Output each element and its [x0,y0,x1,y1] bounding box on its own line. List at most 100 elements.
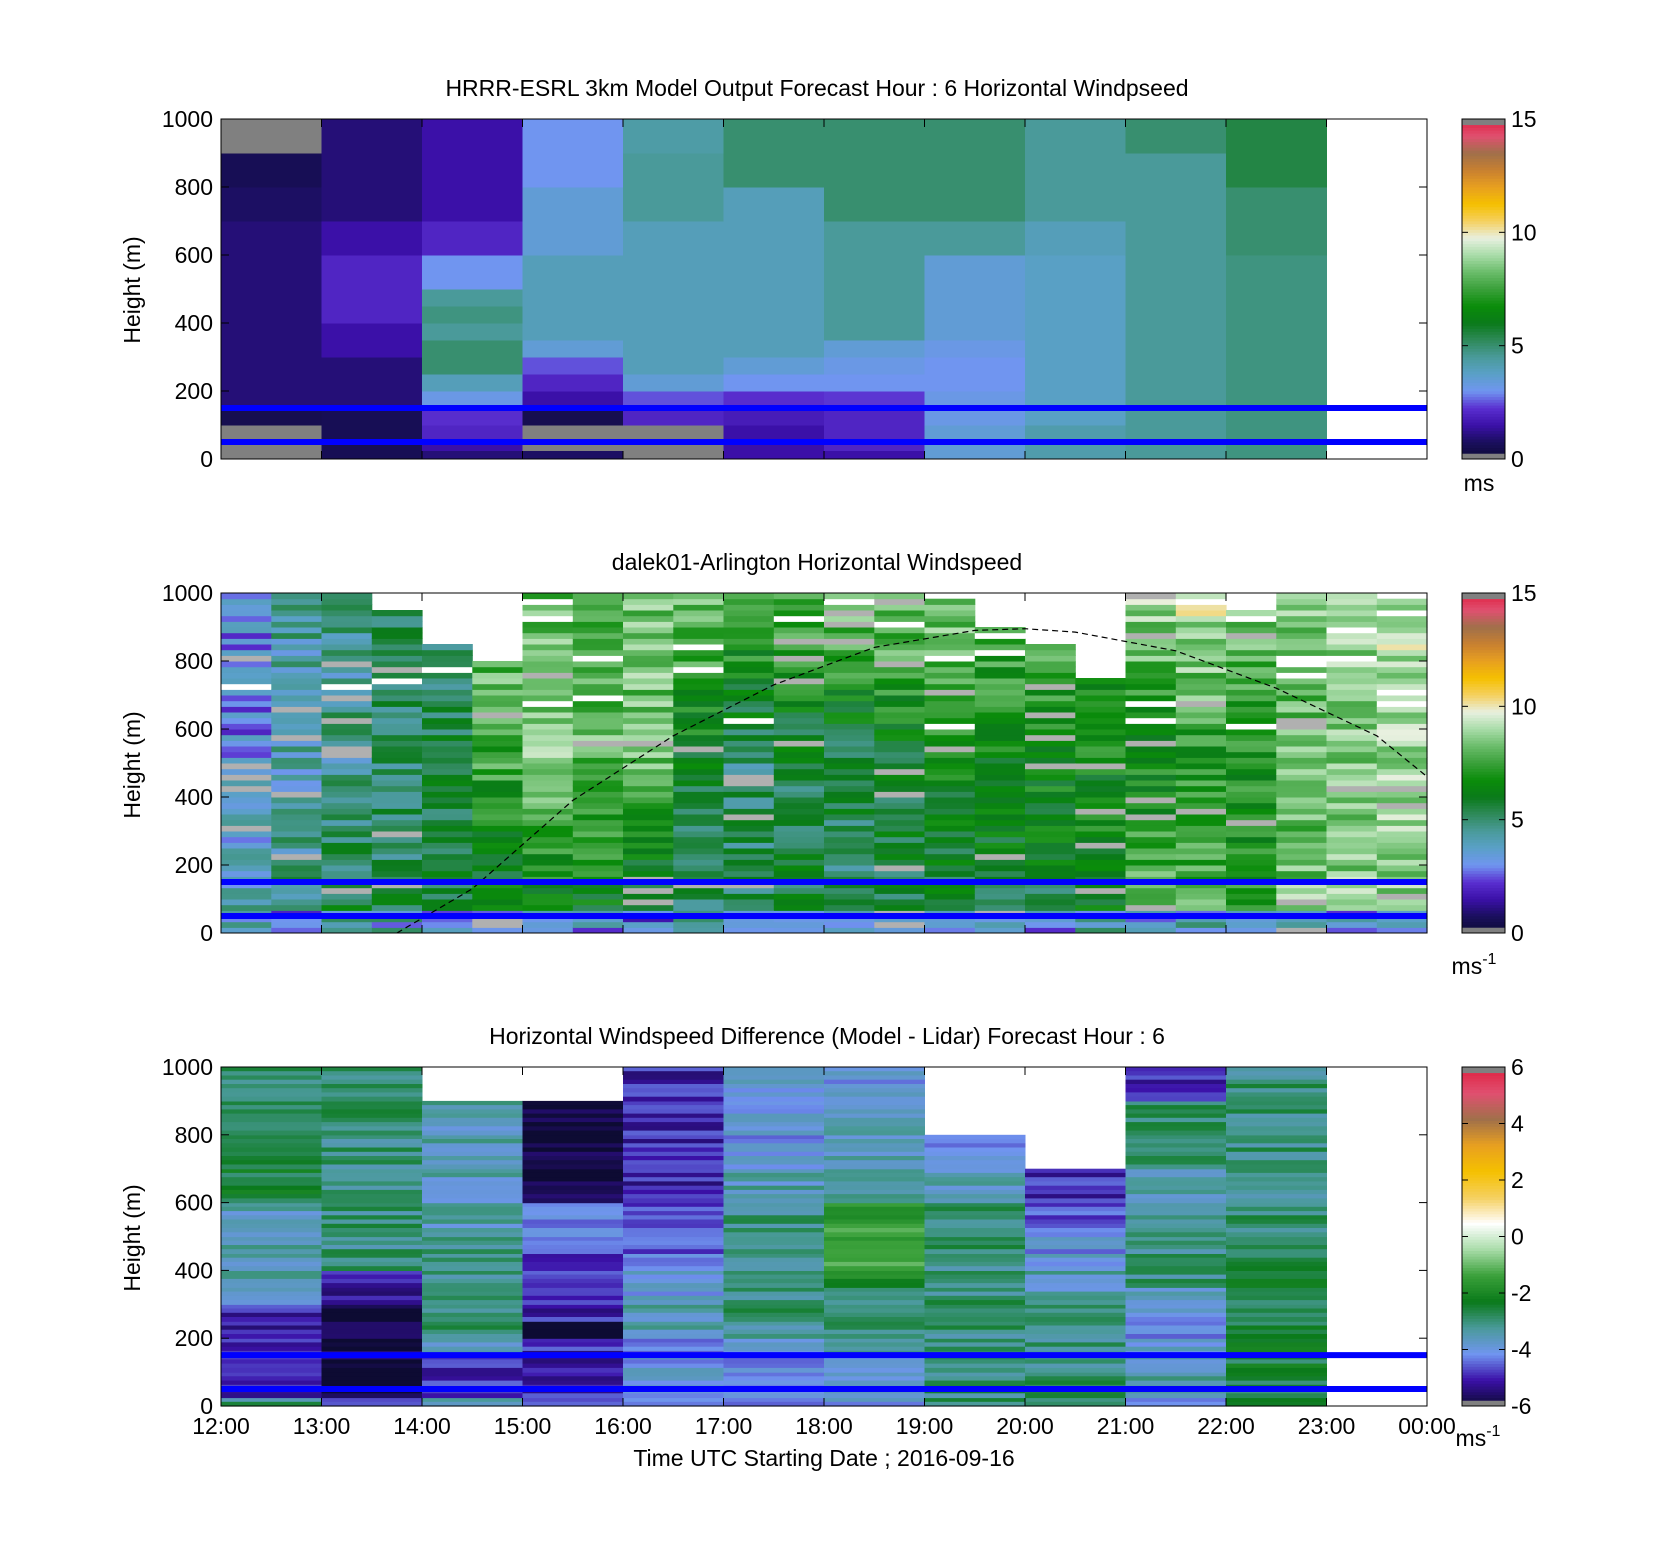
heatmap-cell [1025,1181,1126,1187]
heatmap-cell [221,1189,322,1195]
heatmap-cell [723,1274,825,1280]
heatmap-cell [1025,1308,1126,1314]
heatmap-cell [221,1266,322,1271]
colorbar-segment [1462,201,1505,205]
heatmap-cell [623,374,724,392]
heatmap-cell [522,712,574,719]
heatmap-cell [723,1139,825,1144]
heatmap-cell [673,848,725,855]
heatmap-cell [1125,1245,1227,1250]
heatmap-cell [422,1151,523,1157]
heatmap-cell [924,1274,1026,1280]
heatmap-cell [1226,921,1277,928]
heatmap-cell [723,814,775,821]
colorbar-segment [1462,1295,1505,1300]
y-tick-label: 200 [175,852,213,878]
heatmap-cell [723,1117,825,1123]
heatmap-cell [623,700,674,707]
heatmap-cell [1376,825,1428,832]
colorbar-segment [1462,1338,1505,1342]
heatmap-cell [1326,819,1378,826]
heatmap-cell [623,632,674,639]
heatmap-cell [723,615,775,622]
heatmap-cell [1376,678,1428,685]
colorbar-tick-label: 2 [1511,1167,1524,1193]
heatmap-cell [673,808,725,815]
heatmap-cell [522,632,574,639]
colorbar-segment [1462,442,1505,446]
heatmap-cell [924,627,976,634]
heatmap-cell [1276,672,1328,679]
heatmap-cell [522,904,574,911]
heatmap-cell [874,785,926,792]
heatmap-cell [824,1143,925,1149]
heatmap-cell [221,442,322,451]
heatmap-cell [371,712,423,719]
heatmap-cell [1326,717,1378,724]
heatmap-cell [824,644,875,651]
heatmap-cell [924,870,976,877]
heatmap-cell [1025,678,1076,685]
colorbar-segment [1462,1202,1505,1206]
heatmap-cell [1125,153,1227,188]
heatmap-cell [321,814,373,821]
heatmap-cell [773,825,825,832]
heatmap-cell [623,870,674,877]
heatmap-cell [1226,1232,1327,1238]
heatmap-cell [1125,712,1177,719]
heatmap-cell [673,882,725,889]
heatmap-cell [321,632,373,639]
heatmap-cell [572,678,624,685]
heatmap-cell [974,819,1026,826]
heatmap-cell [623,808,674,815]
heatmap-cell [924,357,1026,375]
heatmap-cell [321,1240,423,1246]
heatmap-cells [221,593,1428,934]
colorbar-segment [1462,1307,1505,1311]
heatmap-cell [874,598,926,605]
heatmap-cell [1226,865,1277,872]
heatmap-cell [422,425,523,443]
colorbar-segment [1462,385,1505,389]
heatmap-cell [1125,1067,1227,1072]
heatmap-cell [572,615,624,622]
heatmap-cell [221,357,322,375]
heatmap-cell [1226,1215,1327,1221]
heatmap-cell [1276,627,1328,634]
heatmap-cell [924,825,976,832]
heatmap-cell [321,1329,423,1335]
colorbar-tick-label: 10 [1511,219,1537,245]
heatmap-cell [1125,1278,1227,1284]
heatmap-cell [924,1147,1026,1153]
heatmap-cell [1025,1283,1126,1288]
heatmap-cell [422,1261,523,1267]
heatmap-cell [723,1240,825,1246]
heatmap-cell [673,649,725,656]
colorbar-segment [1462,595,1505,600]
heatmap-cell [1226,1134,1327,1140]
colorbar-segment [1462,811,1505,815]
heatmap-cell [623,848,674,855]
heatmap-cell [422,774,473,781]
heatmap-cell [723,853,775,860]
heatmap-cell [673,921,725,928]
heatmap-cell [924,1202,1026,1208]
heatmap-cell [522,780,574,787]
heatmap-cell [221,1185,322,1191]
heatmap-cell [1226,1266,1327,1271]
heatmap-cell [824,763,875,770]
heatmap-cell [321,644,373,651]
heatmap-cell [773,615,825,622]
colorbar-segment [1462,393,1505,398]
heatmap-cell [673,712,725,719]
heatmap-cell [422,119,523,154]
heatmap-cell [472,734,524,741]
heatmap-cell [874,763,926,770]
heatmap-cell [924,1329,1026,1335]
heatmap-cell [472,836,524,843]
heatmap-cell [221,1261,322,1267]
heatmap-cell [623,1236,724,1242]
colorbar-segment [1462,692,1505,696]
heatmap-cell [1175,836,1227,843]
heatmap-cell [924,1338,1026,1343]
